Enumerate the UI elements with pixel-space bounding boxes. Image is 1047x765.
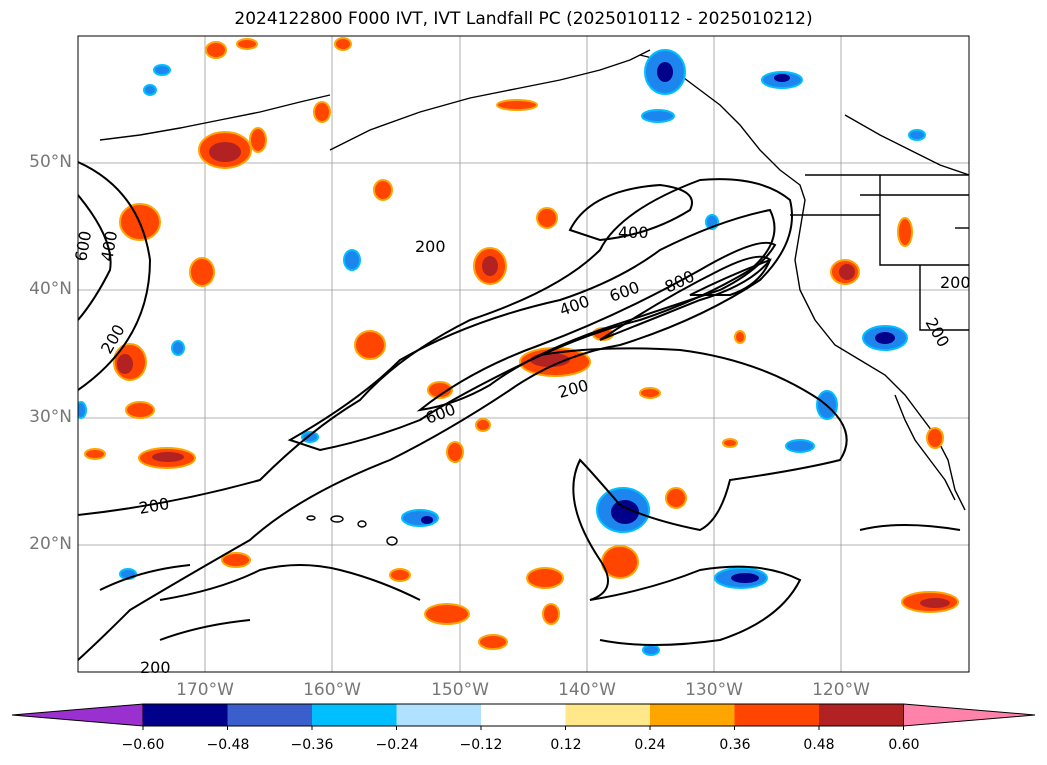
coastline: [99, 49, 969, 511]
lon-label-130w: 130°W: [685, 680, 743, 700]
colorbar-tick-label: −0.48: [206, 737, 250, 753]
colorbar-tick-label: 0.12: [550, 737, 582, 753]
contour-label: 200: [415, 237, 446, 256]
lat-label-40n: 40°N: [29, 279, 72, 299]
colorbar-swatch: [650, 704, 735, 726]
contour-label: 200: [140, 658, 171, 677]
lon-label-140w: 140°W: [558, 680, 616, 700]
colorbar-tick-label: −0.24: [375, 737, 419, 753]
colorbar-swatch: [312, 704, 397, 726]
colorbar-tick-label: 0.60: [888, 737, 920, 753]
colorbar-outline: [142, 703, 904, 727]
lat-label-50n: 50°N: [29, 152, 72, 172]
colorbar-swatch: [396, 704, 482, 726]
colorbar-tick-label: 0.48: [803, 737, 835, 753]
colorbar-tick-label: −0.36: [290, 737, 334, 753]
colorbar-swatch: [734, 704, 820, 726]
colorbar-swatch: [819, 704, 904, 726]
map-frame: [77, 35, 970, 673]
ivt-contours: [78, 161, 961, 661]
colorbar-swatch: [227, 704, 313, 726]
lon-label-120w: 120°W: [812, 680, 870, 700]
hawaii-islands: [306, 515, 398, 546]
colorbar-extend-min: [11, 703, 144, 727]
lon-label-170w: 170°W: [176, 680, 234, 700]
contour-label: 200: [940, 273, 971, 292]
contour-label: 400: [618, 223, 649, 242]
colorbar-tick-label: −0.12: [459, 737, 503, 753]
lat-label-20n: 20°N: [29, 534, 72, 554]
colorbar-extend-max: [903, 703, 1036, 727]
colorbar-tick-label: −0.60: [121, 737, 165, 753]
lon-label-150w: 150°W: [431, 680, 489, 700]
figure-title: 2024122800 F000 IVT, IVT Landfall PC (20…: [234, 9, 813, 29]
colorbar-tick-label: 0.24: [634, 737, 666, 753]
pc-shading: [78, 37, 959, 656]
colorbar-tick-label: 0.36: [719, 737, 751, 753]
colorbar-swatches: [11, 703, 1036, 730]
lon-label-160w: 160°W: [303, 680, 361, 700]
colorbar-swatch: [481, 704, 566, 726]
colorbar-swatch: [565, 704, 651, 726]
lat-label-30n: 30°N: [29, 407, 72, 427]
colorbar-swatch: [143, 704, 228, 726]
